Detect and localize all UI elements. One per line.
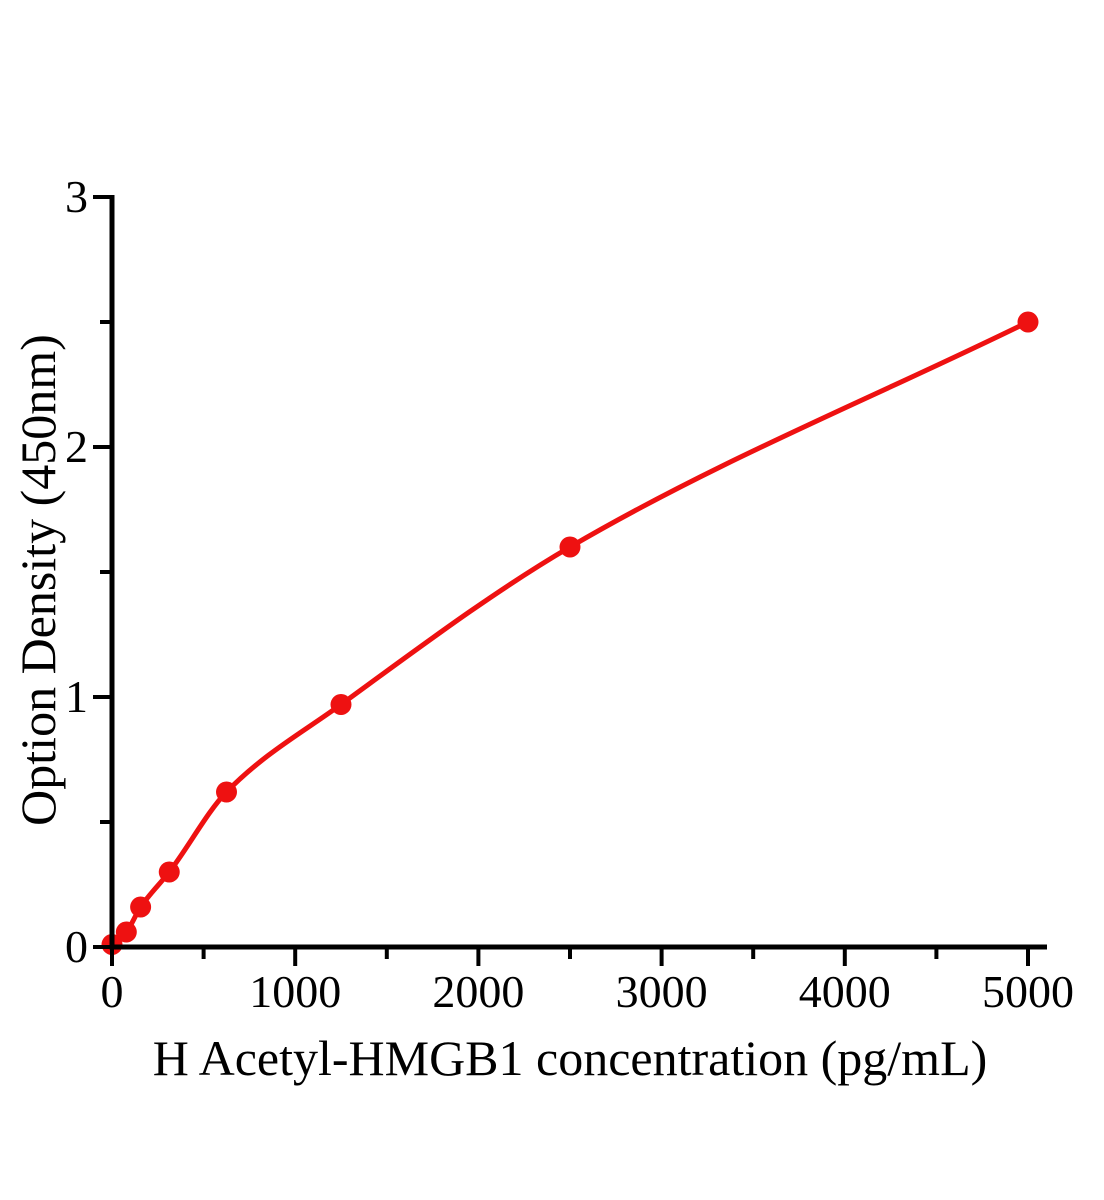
- x-tick-label-2000: 2000: [432, 966, 524, 1017]
- y-axis-title: Option Density (450nm): [10, 334, 66, 826]
- standard-curve-line: [109, 319, 1031, 947]
- y-tick-label-1: 1: [65, 671, 88, 722]
- y-tick-label-2: 2: [65, 421, 88, 472]
- x-tick-label-0: 0: [101, 966, 124, 1017]
- y-tick-label-3: 3: [65, 171, 88, 222]
- x-axis-title: H Acetyl-HMGB1 concentration (pg/mL): [152, 1030, 988, 1086]
- x-tick-label-1000: 1000: [249, 966, 341, 1017]
- y-tick-label-0: 0: [65, 921, 88, 972]
- data-point-marker-2: [130, 896, 152, 918]
- data-point-marker-6: [559, 536, 581, 558]
- data-point-marker-7: [1017, 311, 1039, 333]
- x-tick-label-5000: 5000: [982, 966, 1074, 1017]
- x-tick-label-4000: 4000: [799, 966, 891, 1017]
- data-point-marker-1: [115, 921, 137, 943]
- data-point-marker-4: [216, 781, 237, 803]
- x-tick-label-3000: 3000: [616, 966, 708, 1017]
- data-point-marker-3: [158, 861, 180, 883]
- data-point-marker-5: [330, 694, 352, 715]
